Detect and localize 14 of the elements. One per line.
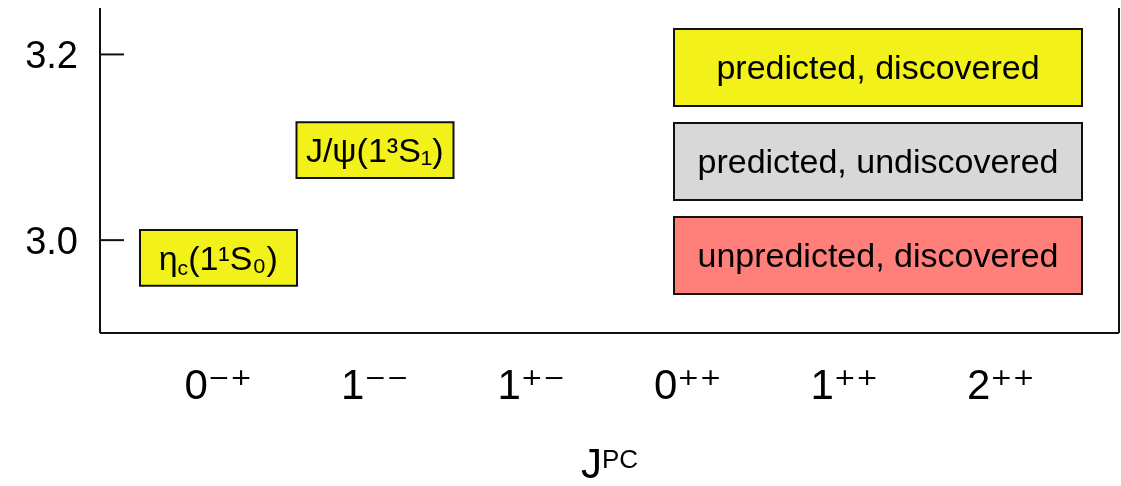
x-tick-label: 0⁻⁺ — [184, 360, 253, 408]
x-tick-label: 1⁺⁻ — [497, 360, 566, 408]
x-tick-label: 0⁺⁺ — [653, 360, 722, 408]
legend-label: predicted, discovered — [693, 30, 1081, 105]
y-tick-label: 3.0 — [25, 219, 78, 262]
legend-label: predicted, undiscovered — [693, 124, 1081, 199]
annotation: η$_{c}$(1¹S₀) — [158, 238, 278, 279]
x-tick-label: 2⁺⁺ — [966, 360, 1035, 408]
x-tick-label: 1⁺⁺ — [810, 360, 879, 408]
x-tick-label: 1⁻⁻ — [340, 360, 409, 408]
y-tick-label: 3.2 — [25, 33, 78, 76]
x-axis-title: J$^{PC}$ — [580, 440, 639, 486]
legend-label: unpredicted, discovered — [693, 218, 1081, 293]
annotation: J/ψ(1³S₁) — [305, 130, 444, 169]
